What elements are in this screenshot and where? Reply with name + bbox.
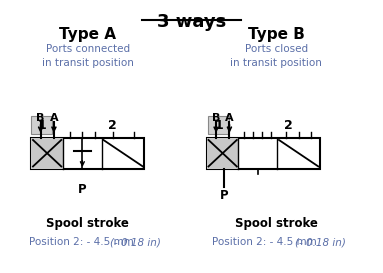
Text: B: B (212, 113, 220, 123)
Text: in transit position: in transit position (42, 58, 134, 68)
Text: B: B (36, 113, 45, 123)
Bar (31, 138, 63, 169)
Text: 2: 2 (284, 119, 293, 132)
Bar (31, 117, 52, 134)
Text: 2: 2 (108, 119, 117, 132)
Text: 3 ways: 3 ways (157, 13, 226, 31)
Text: Spool stroke: Spool stroke (235, 217, 318, 230)
Text: Ports connected: Ports connected (46, 44, 130, 54)
Text: Type B: Type B (248, 27, 305, 42)
Text: P: P (220, 189, 228, 202)
Text: Type A: Type A (59, 27, 116, 42)
Text: Ports closed: Ports closed (245, 44, 308, 54)
Text: (- 0.18 in): (- 0.18 in) (295, 237, 346, 247)
Text: A: A (225, 113, 234, 123)
Text: Position 2: - 4.5 mm: Position 2: - 4.5 mm (212, 237, 320, 247)
Text: (- 0.18 in): (- 0.18 in) (110, 237, 161, 247)
Bar (208, 117, 229, 134)
Text: 1: 1 (214, 119, 223, 132)
Text: Spool stroke: Spool stroke (46, 217, 129, 230)
Text: A: A (50, 113, 58, 123)
Text: 1: 1 (37, 119, 46, 132)
Bar (31, 138, 144, 169)
Bar (206, 138, 320, 169)
Bar (206, 138, 238, 169)
Text: in transit position: in transit position (231, 58, 322, 68)
Text: P: P (78, 183, 87, 197)
Text: Position 2: - 4.5 mm: Position 2: - 4.5 mm (29, 237, 137, 247)
